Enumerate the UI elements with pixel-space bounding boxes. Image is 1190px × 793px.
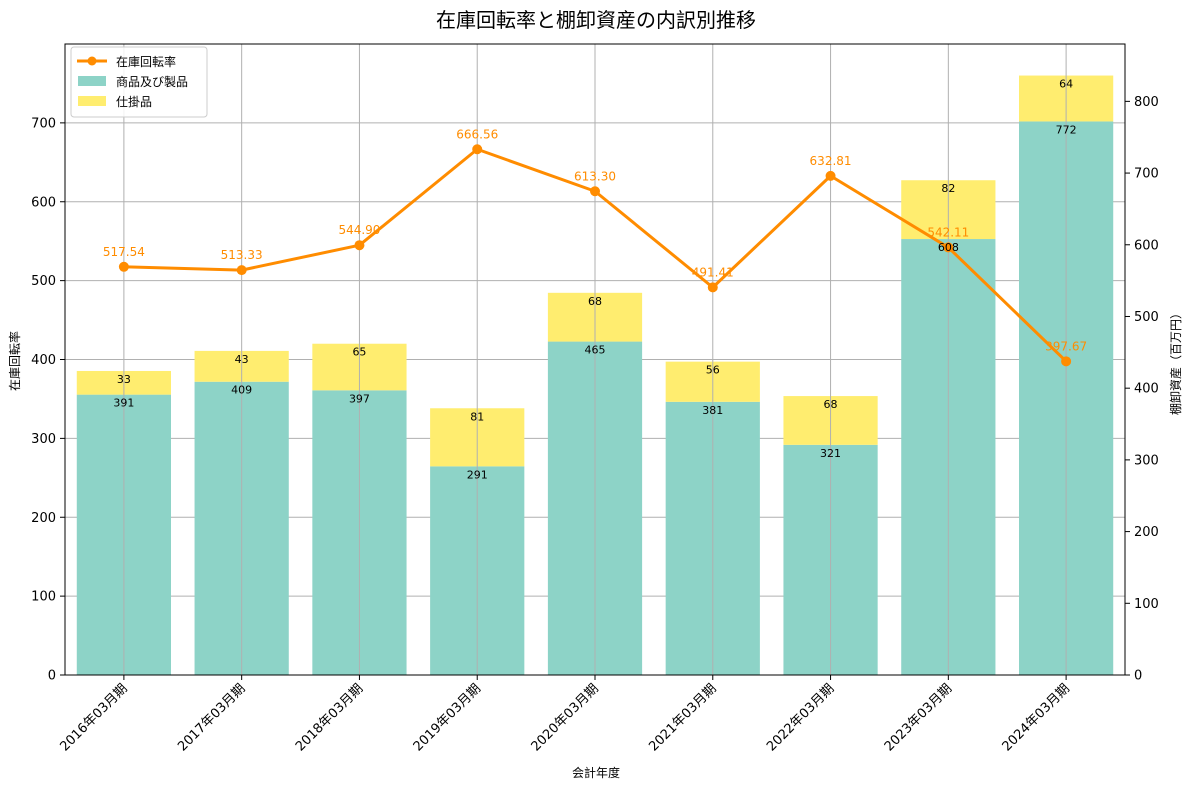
turnover-label: 542.11 [927,225,969,239]
bar-label-wip: 82 [941,182,955,195]
turnover-point [236,265,247,276]
y-tick-label-left: 0 [48,669,56,684]
y-tick-label-left: 100 [31,590,56,605]
x-axis-label: 会計年度 [572,765,620,780]
bar-label-wip: 65 [352,346,366,359]
bar-label-wip: 56 [706,364,720,377]
y-tick-label-left: 600 [31,195,56,210]
turnover-label: 632.81 [810,154,852,168]
bar-label-products: 381 [702,404,723,417]
bar-label-wip: 43 [235,353,249,366]
bar-label-products: 397 [349,392,370,405]
turnover-label: 397.67 [1045,339,1087,353]
y-tick-label-right: 200 [1134,525,1159,540]
legend-swatch-products [78,76,106,86]
y-axis-label-right: 棚卸資産（百万円） [1168,307,1183,415]
legend: 在庫回転率 商品及び製品 仕掛品 [70,46,208,118]
legend-label-wip: 仕掛品 [116,94,152,109]
turnover-point [943,242,954,253]
label-layer: 391 33 409 43 397 65 291 81 465 68 381 56 321 68 608 82… [113,78,1076,482]
bar-label-products: 465 [585,344,606,357]
y-tick-label-right: 300 [1134,453,1159,468]
y-tick-label-left: 200 [31,511,56,526]
bar-label-wip: 33 [117,373,131,386]
turnover-label: 491.41 [692,265,734,279]
legend-label-turnover: 在庫回転率 [116,54,176,69]
line-layer: 517.54 513.33 544.90 666.56 613.30 491.41 632.… [103,127,1087,367]
turnover-label: 666.56 [456,127,498,141]
legend-line-marker [87,56,97,66]
y-tick-label-right: 600 [1134,238,1159,253]
turnover-label: 613.30 [574,169,616,183]
bar-label-wip: 81 [470,410,484,423]
legend-swatch-wip [78,96,106,106]
turnover-point [118,261,129,272]
legend-label-products: 商品及び製品 [116,74,188,89]
y-tick-label-left: 300 [31,432,56,447]
turnover-label: 517.54 [103,245,145,259]
y-tick-label-right: 700 [1134,167,1159,182]
y-tick-label-right: 400 [1134,382,1159,397]
turnover-label: 544.90 [338,223,380,237]
turnover-point [825,170,836,181]
y-tick-label-right: 500 [1134,310,1159,325]
y-tick-label-right: 0 [1134,669,1142,684]
bar-label-products: 321 [820,447,841,460]
y-tick-label-right: 100 [1134,597,1159,612]
bar-label-products: 772 [1056,123,1077,136]
turnover-label: 513.33 [221,248,263,262]
turnover-point [472,144,483,155]
y-axis-label-left: 在庫回転率 [7,331,22,391]
bar-label-wip: 68 [824,398,838,411]
turnover-point [1061,356,1072,367]
bar-label-wip: 68 [588,295,602,308]
y-tick-label-left: 500 [31,274,56,289]
bar-label-products: 391 [113,397,134,410]
bar-label-products: 608 [938,241,959,254]
turnover-point [354,240,365,251]
turnover-point [707,282,718,293]
chart-title: 在庫回転率と棚卸資産の内訳別推移 [436,8,756,32]
turnover-point [590,186,600,197]
bar-label-products: 291 [467,468,488,481]
y-tick-label-left: 700 [31,116,56,131]
y-tick-label-left: 400 [31,353,56,368]
bar-label-wip: 64 [1059,78,1073,91]
bar-label-products: 409 [231,384,252,397]
y-tick-label-right: 800 [1134,95,1159,110]
